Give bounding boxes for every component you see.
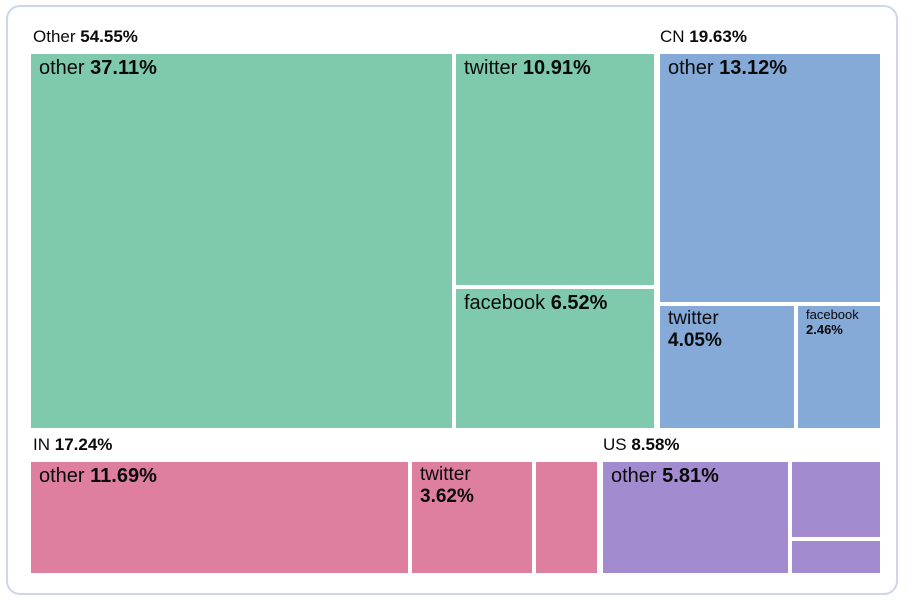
group-value: 17.24% <box>54 435 113 454</box>
group-value: 8.58% <box>631 435 680 454</box>
treemap-cell-us-facebook[interactable] <box>792 541 880 573</box>
group-label: Other <box>33 27 81 46</box>
treemap-cell-us-twitter[interactable] <box>792 462 880 537</box>
treemap-cell-other-other[interactable]: other 37.11% <box>31 54 452 428</box>
cell-value: 13.12% <box>719 57 787 79</box>
cell-label: twitter <box>420 464 471 485</box>
cell-label: facebook <box>464 292 546 314</box>
group-header-other: Other 54.55% <box>33 26 138 47</box>
group-label: US <box>603 435 632 454</box>
cell-label: other <box>611 465 657 487</box>
cell-value: 37.11% <box>90 57 157 79</box>
cell-value: 11.69% <box>90 465 157 487</box>
cell-value: 5.81% <box>662 465 719 487</box>
group-value: 19.63% <box>689 27 747 46</box>
treemap-cell-in-facebook[interactable] <box>536 462 597 573</box>
cell-label: other <box>668 57 714 79</box>
treemap-cell-in-twitter[interactable]: twitter 3.62% <box>412 462 532 573</box>
cell-value: 4.05% <box>668 329 722 351</box>
treemap-cell-cn-facebook[interactable]: facebook 2.46% <box>798 306 880 428</box>
treemap-cell-us-other[interactable]: other 5.81% <box>603 462 788 573</box>
treemap-cell-in-other[interactable]: other 11.69% <box>31 462 408 573</box>
group-header-cn: CN 19.63% <box>660 26 747 47</box>
cell-value: 3.62% <box>420 485 474 507</box>
group-header-us: US 8.58% <box>603 434 680 455</box>
cell-label: other <box>39 57 85 79</box>
cell-label: other <box>39 465 85 487</box>
group-header-in: IN 17.24% <box>33 434 112 455</box>
cell-label: twitter <box>668 308 719 329</box>
cell-label: twitter <box>464 57 518 79</box>
treemap-cell-other-facebook[interactable]: facebook 6.52% <box>456 289 654 428</box>
group-label: IN <box>33 435 55 454</box>
cell-value: 10.91% <box>522 57 591 79</box>
group-label: CN <box>660 27 690 46</box>
treemap-cell-cn-twitter[interactable]: twitter 4.05% <box>660 306 794 428</box>
treemap-cell-other-twitter[interactable]: twitter 10.91% <box>456 54 654 285</box>
cell-value: 6.52% <box>550 292 608 314</box>
cell-label: facebook <box>806 307 859 322</box>
cell-value: 2.46% <box>806 321 843 337</box>
group-value: 54.55% <box>80 27 138 46</box>
treemap-cell-cn-other[interactable]: other 13.12% <box>660 54 880 302</box>
